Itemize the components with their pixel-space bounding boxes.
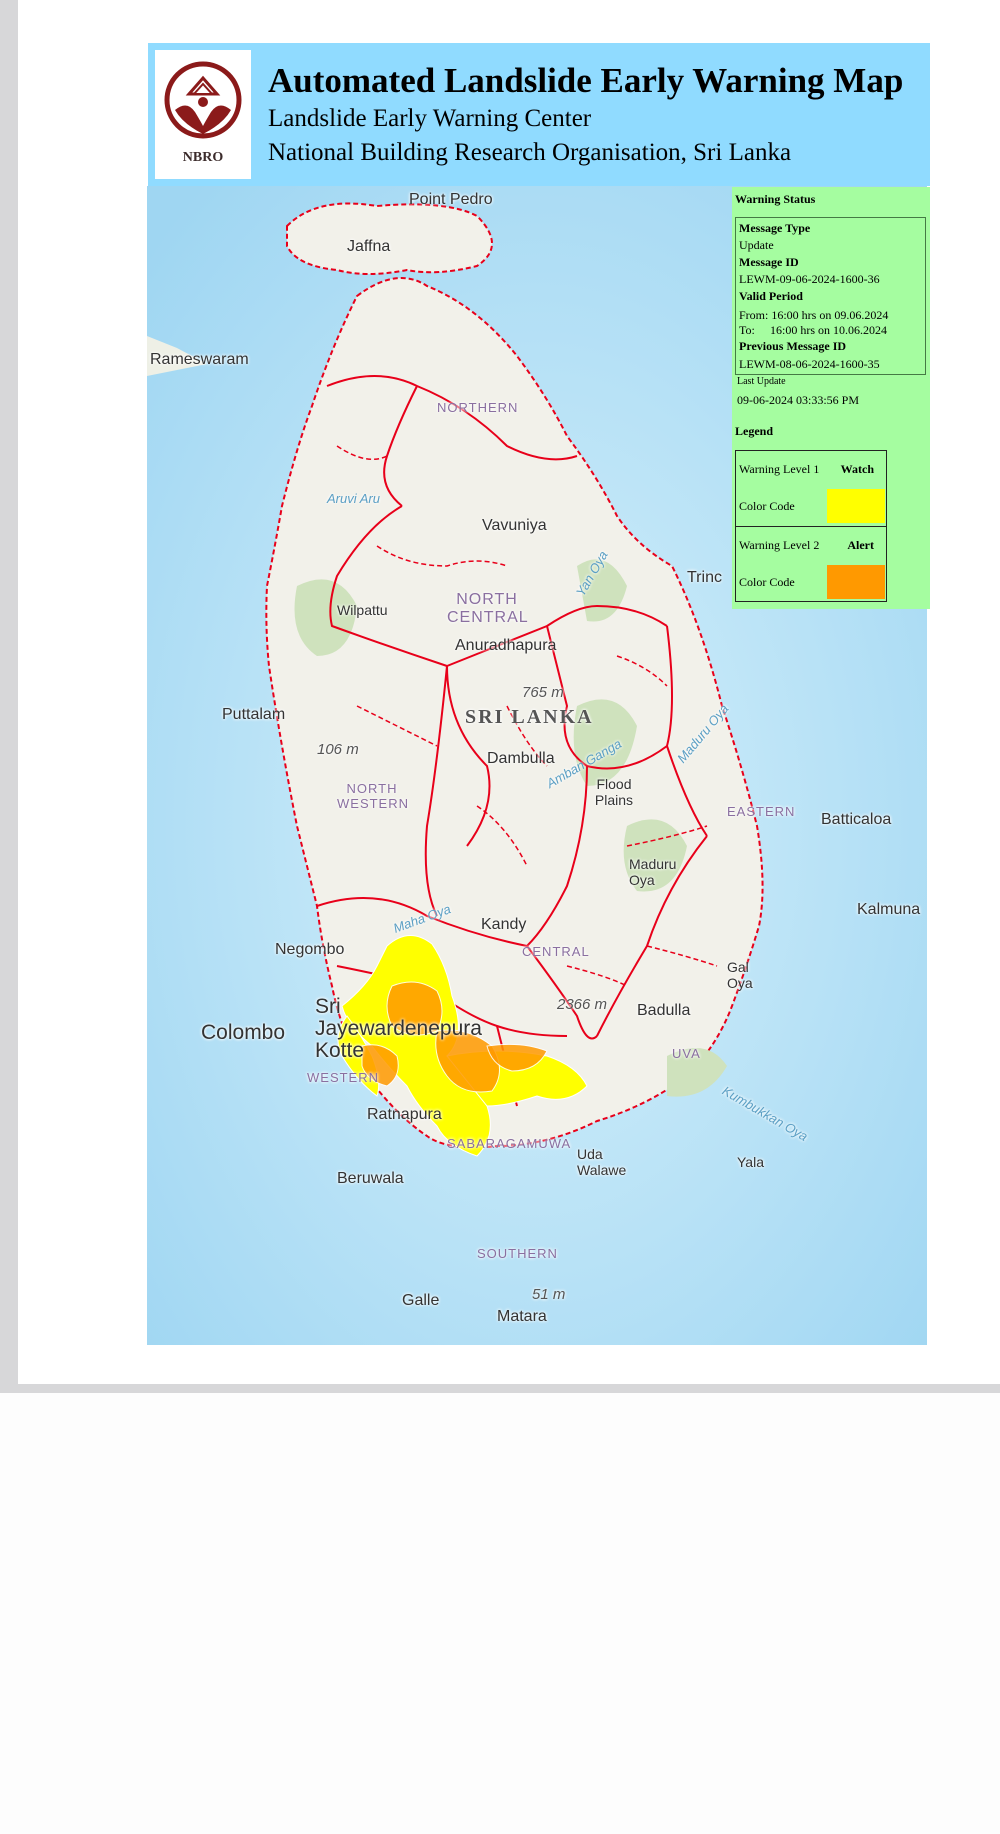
region-northern: NORTHERN — [437, 400, 519, 415]
place-kandy: Kandy — [481, 916, 527, 933]
place-yala: Yala — [737, 1154, 764, 1170]
place-jaffna: Jaffna — [347, 238, 391, 255]
place-kalmuna: Kalmuna — [857, 901, 921, 918]
place-anuradhapura: Anuradhapura — [455, 637, 557, 654]
map-canvas[interactable]: Point Pedro Jaffna Rameswaram Vavuniya T… — [147, 186, 927, 1345]
place-vavuniya: Vavuniya — [482, 517, 547, 534]
place-ratnapura: Ratnapura — [367, 1106, 442, 1123]
place-maduru-oya: Maduru Oya — [629, 856, 677, 888]
subtitle-center: Landslide Early Warning Center — [268, 105, 592, 132]
place-point-pedro: Point Pedro — [409, 191, 493, 208]
message-id-label: Message ID — [739, 255, 799, 269]
place-rameswaram: Rameswaram — [150, 351, 249, 368]
place-flood-plains: Flood Plains — [594, 776, 634, 808]
place-galle: Galle — [402, 1292, 440, 1309]
region-southern: SOUTHERN — [477, 1246, 558, 1261]
valid-period-label: Valid Period — [739, 289, 803, 303]
gal-oya-park — [623, 819, 687, 892]
level-1-name: Watch — [840, 462, 874, 476]
level-2-label: Warning Level 2 — [739, 538, 820, 552]
message-type-value: Update — [739, 238, 774, 252]
place-sri-jayewardenepura-kotte: Sri Jayewardenepura Kotte — [315, 995, 482, 1062]
place-beruwala: Beruwala — [337, 1170, 404, 1187]
warning-status-panel: Warning Status Message Type Update Messa… — [732, 187, 930, 609]
country-label: SRI LANKA — [465, 706, 594, 728]
flood-plains-park — [573, 699, 637, 786]
place-uda-walawe: Uda Walawe — [577, 1146, 627, 1178]
previous-message-id-label: Previous Message ID — [739, 339, 847, 353]
region-uva: UVA — [672, 1046, 701, 1061]
last-update-value: 09-06-2024 03:33:56 PM — [737, 393, 860, 407]
water-aruvi-aru: Aruvi Aru — [327, 491, 380, 506]
message-type-label: Message Type — [739, 221, 811, 235]
legend-row-level-1: Warning Level 1 Watch Color Code — [736, 451, 886, 525]
place-colombo: Colombo — [201, 1021, 286, 1044]
map-header: NBRO Automated Landslide Early Warning M… — [148, 43, 930, 186]
place-badulla: Badulla — [637, 1002, 691, 1019]
island-outline — [265, 277, 764, 1149]
level-1-swatch — [827, 489, 885, 523]
province-boundaries — [316, 375, 708, 1107]
sri-lanka-map — [147, 186, 927, 1345]
previous-message-id-value: LEWM-08-06-2024-1600-35 — [739, 357, 880, 371]
last-update-label: Last Update — [737, 376, 786, 387]
wilpattu-park — [294, 579, 357, 656]
subtitle-organisation: National Building Research Organisation,… — [268, 139, 792, 166]
india-coast — [147, 336, 207, 376]
legend-row-level-2: Warning Level 2 Alert Color Code — [736, 526, 886, 601]
place-matara: Matara — [497, 1308, 547, 1325]
place-trinc: Trinc — [687, 569, 722, 586]
alert-zones — [361, 981, 548, 1093]
page-title: Automated Landslide Early Warning Map — [268, 61, 904, 100]
level-1-label: Warning Level 1 — [739, 462, 820, 476]
window-frame-bottom — [0, 1384, 1000, 1393]
elevation-106: 106 m — [317, 741, 359, 758]
place-negombo: Negombo — [275, 941, 345, 958]
elevation-765: 765 m — [522, 684, 564, 701]
region-sabaragamuwa: SABARAGAMUWA — [447, 1136, 572, 1151]
region-north-central: NORTH CENTRAL — [447, 591, 529, 626]
elevation-2366: 2366 m — [557, 996, 608, 1013]
place-batticaloa: Batticaloa — [821, 811, 892, 828]
jaffna-peninsula — [286, 202, 493, 275]
valid-to-prefix: To: — [739, 323, 755, 337]
level-1-color-label: Color Code — [739, 499, 795, 513]
place-dambulla: Dambulla — [487, 750, 555, 767]
legend-heading: Legend — [735, 424, 774, 438]
place-wilpattu: Wilpattu — [337, 602, 388, 618]
message-info-box: Message Type Update Message ID LEWM-09-0… — [735, 217, 926, 375]
place-puttalam: Puttalam — [222, 706, 286, 723]
nbro-emblem-icon — [164, 61, 242, 139]
warning-status-heading: Warning Status — [735, 192, 816, 206]
region-north-western: NORTH WESTERN — [337, 781, 409, 811]
level-2-color-label: Color Code — [739, 575, 795, 589]
level-2-name: Alert — [847, 538, 874, 552]
valid-to: 16:00 hrs on 10.06.2024 — [770, 323, 887, 337]
logo-text: NBRO — [182, 150, 224, 165]
legend-box: Warning Level 1 Watch Color Code Warning… — [735, 450, 887, 602]
window-frame-left — [0, 0, 18, 1392]
valid-from: From: 16:00 hrs on 09.06.2024 — [739, 308, 889, 322]
region-eastern: EASTERN — [727, 804, 796, 819]
yala-park — [667, 1048, 727, 1097]
elevation-51: 51 m — [532, 1286, 566, 1303]
level-2-swatch — [827, 565, 885, 599]
message-id-value: LEWM-09-06-2024-1600-36 — [739, 272, 880, 286]
place-gal-oya: Gal Oya — [727, 959, 753, 991]
region-western: WESTERN — [307, 1070, 379, 1085]
region-central: CENTRAL — [522, 944, 590, 959]
nbro-logo: NBRO — [155, 50, 251, 179]
